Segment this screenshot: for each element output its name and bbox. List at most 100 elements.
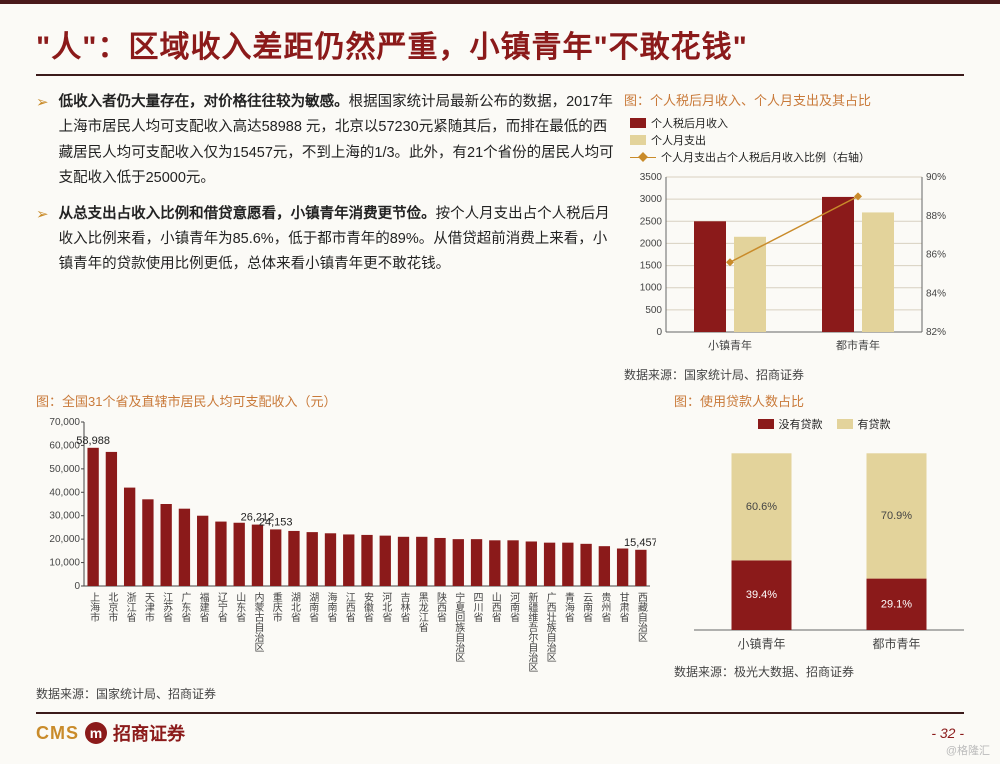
svg-text:陕西省: 陕西省 — [435, 591, 447, 623]
legend-income: 个人税后月收入 — [651, 115, 728, 131]
svg-text:30,000: 30,000 — [49, 511, 80, 522]
chart-provinces: 图：全国31个省及直辖市居民人均可支配收入（元） 0 10,000 20,000 30… — [36, 391, 656, 702]
svg-text:都市青年: 都市青年 — [872, 636, 920, 651]
legend-swatch-yes — [837, 419, 853, 429]
svg-text:3000: 3000 — [640, 194, 663, 205]
svg-text:河北省: 河北省 — [380, 592, 392, 623]
legend-swatch-expense — [630, 135, 646, 145]
svg-text:70,000: 70,000 — [49, 417, 80, 428]
svg-text:青海省: 青海省 — [562, 591, 574, 623]
svg-text:3500: 3500 — [640, 172, 663, 183]
bullet-2: ➢ 从总支出占收入比例和借贷意愿看，小镇青年消费更节俭。按个人月支出占个人税后月… — [36, 202, 614, 278]
svg-text:黑龙江省: 黑龙江省 — [416, 592, 428, 633]
svg-text:24,153: 24,153 — [259, 516, 293, 528]
svg-text:上海市: 上海市 — [88, 592, 100, 623]
cms-text: CMS — [36, 723, 79, 744]
svg-text:15,457: 15,457 — [624, 537, 656, 549]
svg-text:新疆维吾尔自治区: 新疆维吾尔自治区 — [526, 591, 538, 672]
svg-text:吉林省: 吉林省 — [398, 592, 410, 623]
bullet-arrow-icon: ➢ — [36, 90, 49, 192]
chart1-legend: 个人税后月收入 个人月支出 个人月支出占个人税后月收入比例（右轴） — [630, 115, 964, 165]
svg-text:湖北省: 湖北省 — [288, 592, 300, 623]
svg-text:辽宁省: 辽宁省 — [215, 592, 227, 623]
page-title: "人"：区域收入差距仍然严重，小镇青年"不敢花钱" — [36, 22, 964, 66]
legend-yes: 有贷款 — [858, 416, 891, 432]
svg-text:北京市: 北京市 — [106, 592, 118, 623]
chart-income-expense: 图：个人税后月收入、个人月支出及其占比 个人税后月收入 个人月支出 个人月支出占… — [624, 90, 964, 383]
legend-swatch-ratio — [630, 152, 656, 162]
bullet-bold: 低收入者仍大量存在，对价格往往较为敏感。 — [59, 94, 349, 110]
chart2-title: 图：全国31个省及直辖市居民人均可支配收入（元） — [36, 391, 656, 410]
svg-text:都市青年: 都市青年 — [836, 338, 880, 352]
svg-text:500: 500 — [645, 305, 662, 316]
title-rule — [36, 74, 964, 76]
svg-text:50,000: 50,000 — [49, 464, 80, 475]
cms-logo: CMS m 招商证券 — [36, 720, 185, 746]
svg-text:小镇青年: 小镇青年 — [708, 338, 752, 352]
legend-no: 没有贷款 — [779, 416, 823, 432]
lower-row: 图：全国31个省及直辖市居民人均可支配收入（元） 0 10,000 20,000 30… — [36, 391, 964, 702]
cms-icon: m — [85, 722, 107, 744]
legend-swatch-no — [758, 419, 774, 429]
svg-text:海南省: 海南省 — [325, 591, 337, 623]
svg-text:贵州省: 贵州省 — [599, 591, 611, 623]
svg-text:湖南省: 湖南省 — [307, 592, 319, 623]
svg-text:广东省: 广东省 — [179, 592, 191, 623]
svg-text:1000: 1000 — [640, 283, 663, 294]
chart2-source: 数据来源：国家统计局、招商证券 — [36, 685, 656, 702]
svg-text:江苏省: 江苏省 — [161, 592, 173, 623]
svg-text:2500: 2500 — [640, 216, 663, 227]
page-number: - 32 - — [931, 725, 964, 741]
svg-text:29.1%: 29.1% — [881, 598, 912, 610]
watermark: @格隆汇 — [946, 742, 990, 758]
svg-text:云南省: 云南省 — [581, 592, 593, 623]
svg-text:山西省: 山西省 — [489, 592, 501, 623]
svg-text:0: 0 — [656, 327, 662, 338]
chart1-source: 数据来源：国家统计局、招商证券 — [624, 366, 964, 383]
svg-text:甘肃省: 甘肃省 — [617, 591, 629, 623]
svg-text:浙江省: 浙江省 — [124, 592, 136, 623]
bullet-list: ➢ 低收入者仍大量存在，对价格往往较为敏感。根据国家统计局最新公布的数据，201… — [36, 90, 614, 383]
svg-text:20,000: 20,000 — [49, 534, 80, 545]
svg-text:70.9%: 70.9% — [881, 510, 912, 522]
svg-text:88%: 88% — [926, 211, 946, 222]
chart3-source: 数据来源：极光大数据、招商证券 — [674, 663, 974, 680]
chart1-svg: 0 500 1000 1500 2000 2500 3000 3500 82% 84% 86% 88%… — [624, 167, 964, 357]
svg-text:福建省: 福建省 — [197, 591, 209, 623]
svg-text:84%: 84% — [926, 288, 946, 299]
svg-text:重庆市: 重庆市 — [270, 591, 282, 623]
legend-expense: 个人月支出 — [651, 132, 706, 148]
chart3-legend: 没有贷款 有贷款 — [674, 416, 974, 432]
report-page: "人"：区域收入差距仍然严重，小镇青年"不敢花钱" ➢ 低收入者仍大量存在，对价… — [0, 0, 1000, 764]
svg-text:宁夏回族自治区: 宁夏回族自治区 — [453, 591, 465, 662]
svg-text:40,000: 40,000 — [49, 487, 80, 498]
svg-text:58,988: 58,988 — [76, 435, 110, 447]
svg-text:1500: 1500 — [640, 261, 663, 272]
svg-text:河南省: 河南省 — [508, 592, 520, 623]
svg-text:60.6%: 60.6% — [746, 501, 777, 513]
chart-loan: 图：使用贷款人数占比 没有贷款 有贷款 39.4%60.6%小镇青年29.1%7… — [674, 391, 974, 702]
svg-text:西藏自治区: 西藏自治区 — [635, 592, 647, 642]
svg-text:10,000: 10,000 — [49, 558, 80, 569]
cms-cn: 招商证券 — [113, 720, 185, 746]
legend-swatch-income — [630, 118, 646, 128]
chart2-svg: 010,00020,00030,00040,00050,00060,00070,… — [36, 416, 656, 676]
svg-text:0: 0 — [74, 581, 80, 592]
svg-text:山东省: 山东省 — [234, 592, 246, 623]
svg-text:86%: 86% — [926, 250, 946, 261]
svg-text:2000: 2000 — [640, 238, 663, 249]
svg-text:四川省: 四川省 — [471, 592, 483, 623]
page-footer: CMS m 招商证券 - 32 - — [36, 712, 964, 746]
chart1-title: 图：个人税后月收入、个人月支出及其占比 — [624, 90, 964, 109]
legend-ratio: 个人月支出占个人税后月收入比例（右轴） — [661, 149, 870, 165]
upper-row: ➢ 低收入者仍大量存在，对价格往往较为敏感。根据国家统计局最新公布的数据，201… — [36, 90, 964, 383]
svg-text:39.4%: 39.4% — [746, 589, 777, 601]
svg-text:90%: 90% — [926, 172, 946, 183]
svg-text:内蒙古自治区: 内蒙古自治区 — [252, 591, 264, 652]
svg-text:江西省: 江西省 — [343, 592, 355, 623]
svg-text:安徽省: 安徽省 — [362, 591, 374, 623]
bullet-arrow-icon: ➢ — [36, 202, 49, 278]
bullet-1: ➢ 低收入者仍大量存在，对价格往往较为敏感。根据国家统计局最新公布的数据，201… — [36, 90, 614, 192]
svg-text:82%: 82% — [926, 327, 946, 338]
svg-text:天津市: 天津市 — [142, 592, 154, 623]
